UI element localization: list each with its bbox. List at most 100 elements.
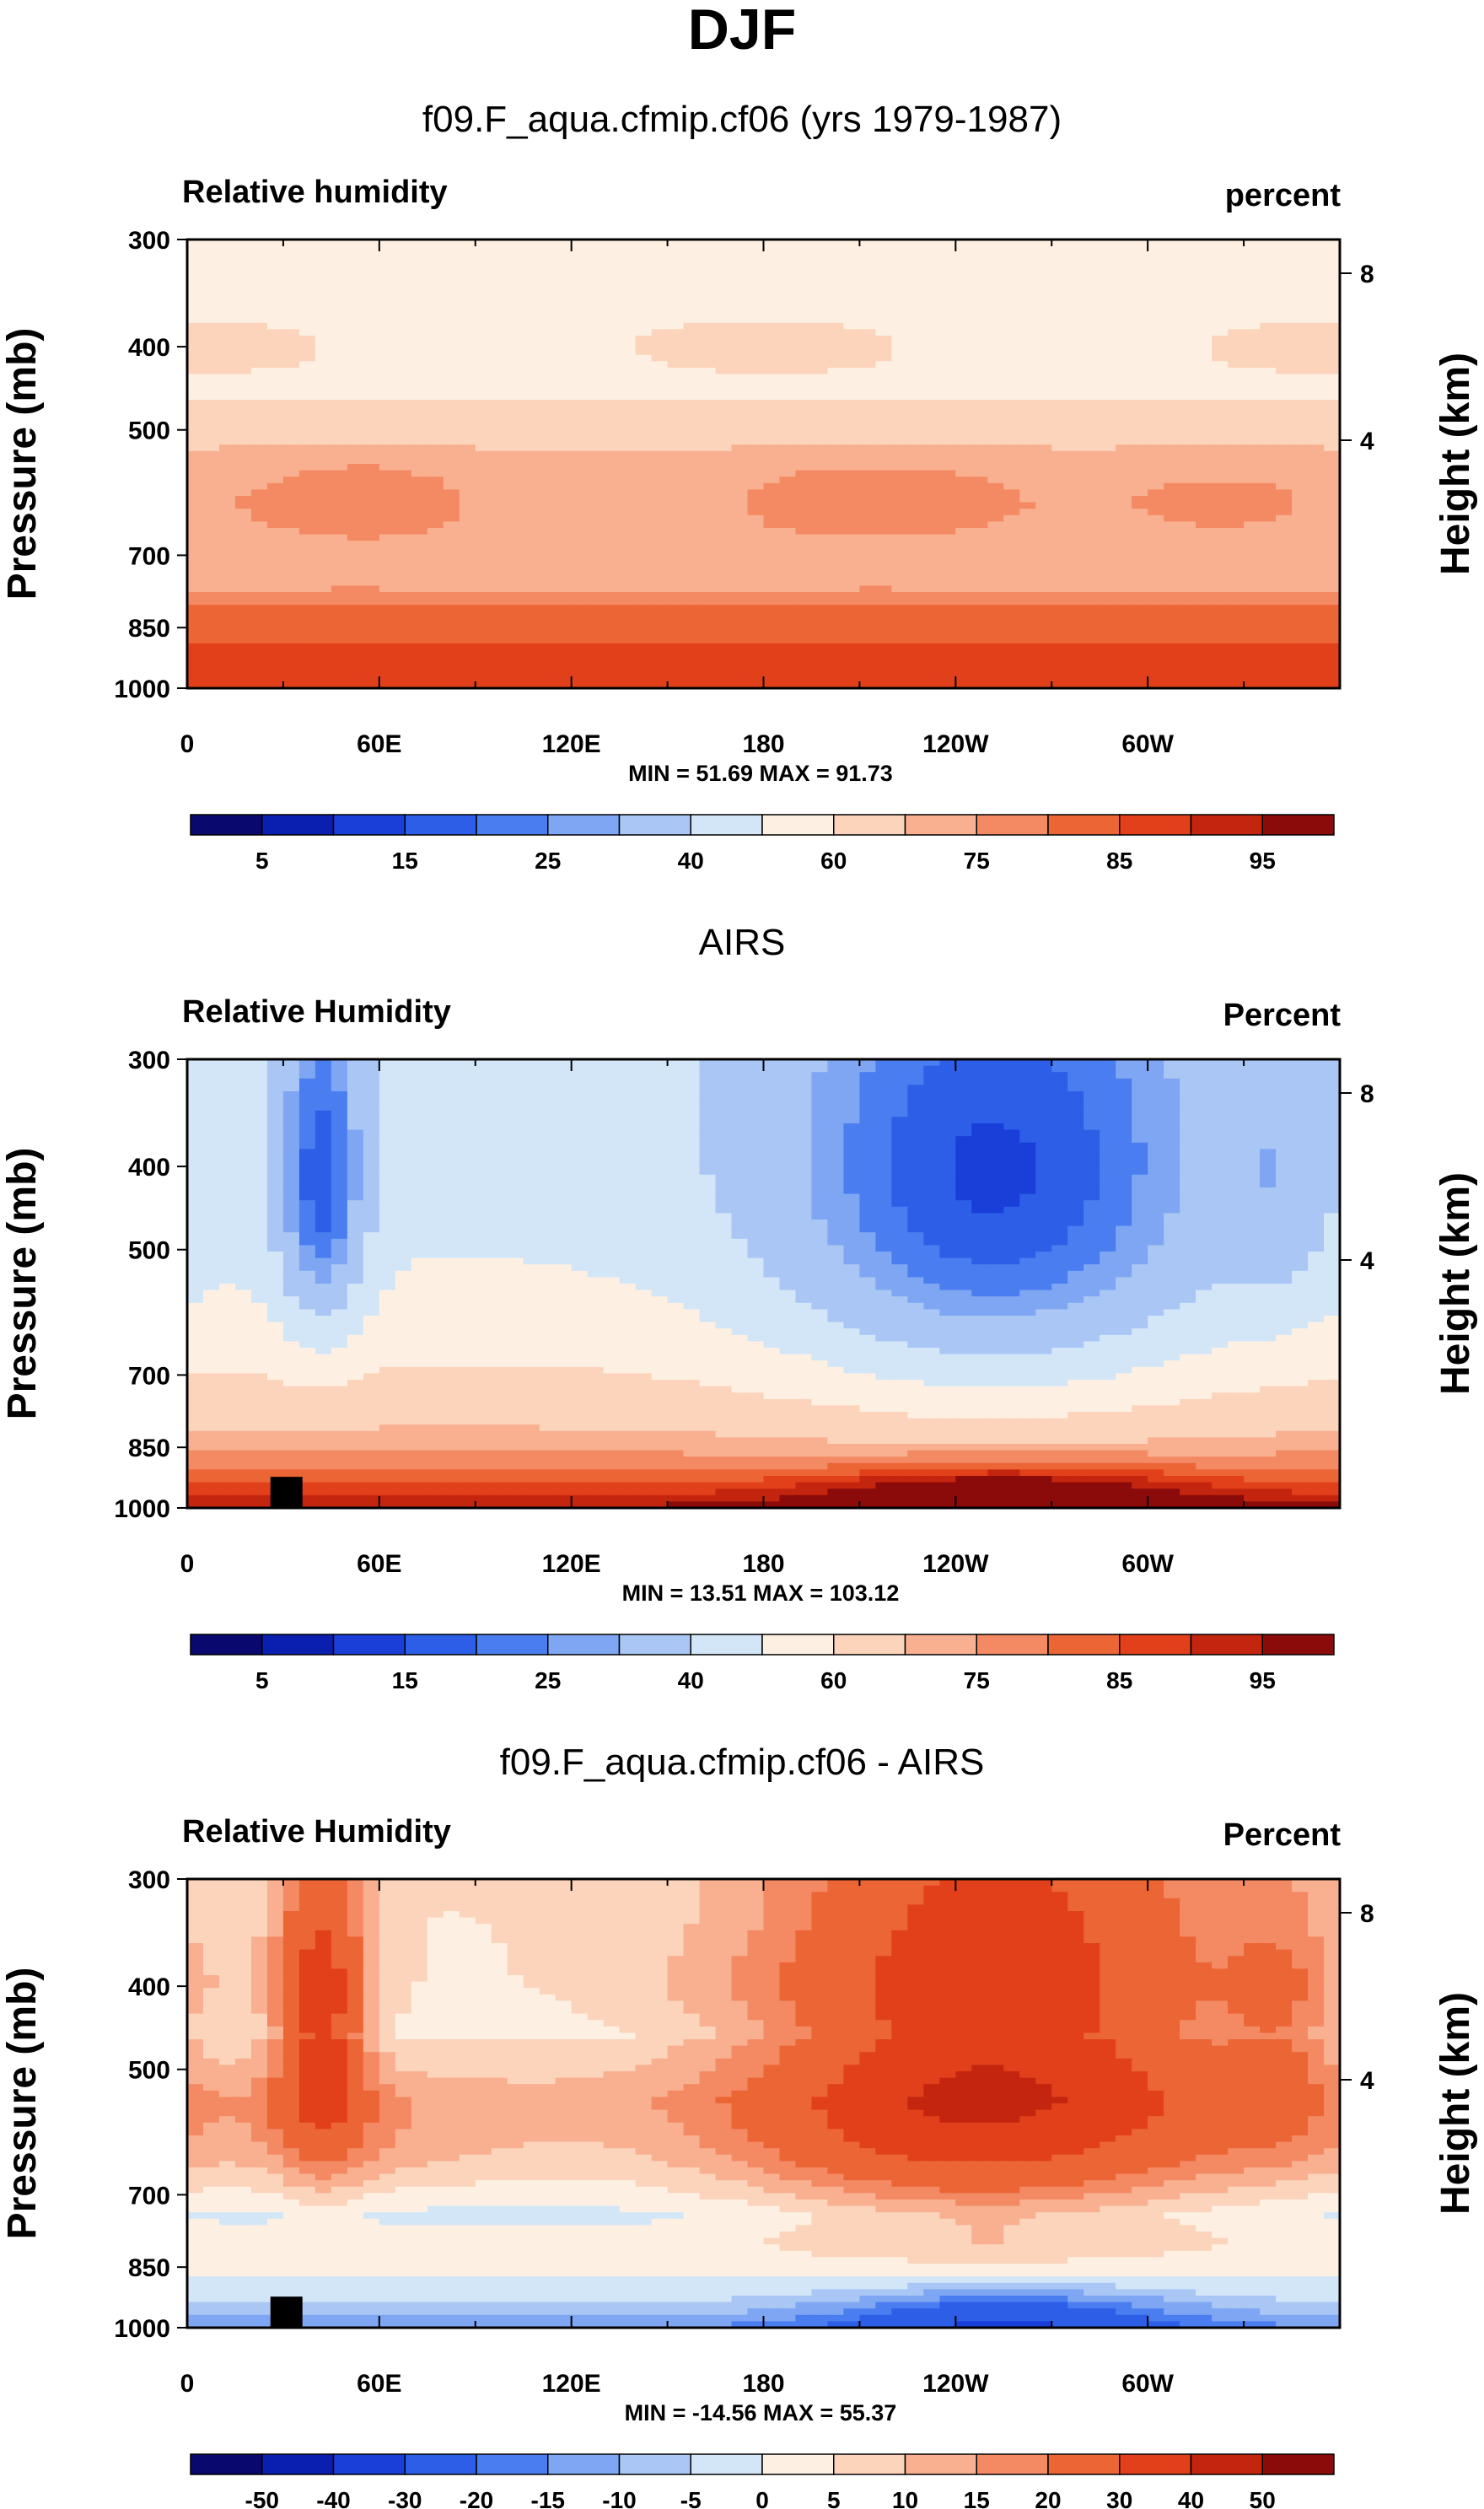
heatmap-cell xyxy=(683,534,701,541)
heatmap-cell xyxy=(1212,579,1229,586)
heatmap-cell xyxy=(827,418,845,426)
heatmap-cell xyxy=(1116,277,1132,285)
heatmap-cell xyxy=(411,521,428,529)
heatmap-cell xyxy=(1260,502,1277,509)
heatmap-cell xyxy=(715,643,733,650)
heatmap-cell xyxy=(363,514,380,522)
heatmap-cell xyxy=(427,675,444,682)
heatmap-cell xyxy=(827,316,845,324)
heatmap-cell xyxy=(331,342,348,349)
heatmap-cell xyxy=(923,579,940,586)
heatmap-cell xyxy=(202,380,220,388)
heatmap-cell xyxy=(491,514,508,522)
heatmap-cell xyxy=(923,470,940,477)
heatmap-cell xyxy=(234,502,252,509)
heatmap-cell xyxy=(1244,361,1261,369)
heatmap-cell xyxy=(411,669,428,676)
heatmap-cell xyxy=(395,348,412,356)
heatmap-cell xyxy=(507,464,524,471)
heatmap-cell xyxy=(331,496,348,503)
heatmap-cell xyxy=(891,611,908,618)
heatmap-cell xyxy=(1083,656,1100,664)
heatmap-cell xyxy=(555,560,573,568)
heatmap-cell xyxy=(187,496,204,503)
heatmap-cell xyxy=(1003,432,1020,439)
heatmap-cell xyxy=(1100,290,1116,298)
heatmap-cell xyxy=(1228,514,1245,522)
heatmap-cell xyxy=(811,566,829,573)
heatmap-cell xyxy=(1148,675,1164,682)
heatmap-cell xyxy=(298,450,316,458)
heatmap-cell xyxy=(187,329,204,337)
heatmap-cell xyxy=(747,605,765,612)
heatmap-cell xyxy=(699,354,717,362)
heatmap-cell xyxy=(603,297,621,304)
heatmap-cell xyxy=(1067,482,1084,490)
heatmap-cell xyxy=(523,425,540,433)
heatmap-cell xyxy=(619,425,637,433)
heatmap-cell xyxy=(234,649,252,657)
heatmap-cell xyxy=(603,553,621,561)
heatmap-cell xyxy=(731,489,749,497)
heatmap-cell xyxy=(1212,418,1229,426)
heatmap-cell xyxy=(1083,605,1100,612)
heatmap-cell xyxy=(1196,534,1212,541)
heatmap-cell xyxy=(795,637,813,644)
heatmap-cell xyxy=(859,361,877,369)
heatmap-cell xyxy=(218,329,236,337)
heatmap-cell xyxy=(475,400,492,407)
heatmap-cell xyxy=(987,368,1004,375)
heatmap-cell xyxy=(1051,240,1068,247)
heatmap-cell xyxy=(1196,579,1212,586)
heatmap-cell xyxy=(971,470,988,477)
heatmap-cell xyxy=(1180,322,1196,330)
heatmap-cell xyxy=(939,579,956,586)
heatmap-cell xyxy=(859,444,877,452)
heatmap-cell xyxy=(683,585,701,593)
heatmap-cell xyxy=(907,649,924,657)
heatmap-cell xyxy=(843,290,861,298)
heatmap-cell xyxy=(363,368,380,375)
heatmap-cell xyxy=(443,336,460,343)
heatmap-cell xyxy=(891,630,908,638)
heatmap-cell xyxy=(347,585,364,593)
heatmap-cell xyxy=(795,579,813,586)
heatmap-cell xyxy=(731,566,749,573)
heatmap-cell xyxy=(331,521,348,529)
heatmap-cell xyxy=(1148,489,1164,497)
heatmap-cell xyxy=(1308,450,1325,458)
heatmap-cell xyxy=(234,380,252,388)
heatmap-cell xyxy=(411,482,428,490)
heatmap-cell xyxy=(587,541,605,548)
heatmap-cell xyxy=(218,393,236,401)
heatmap-cell xyxy=(1035,464,1052,471)
heatmap-cell xyxy=(427,304,444,311)
heatmap-cell xyxy=(667,611,685,618)
heatmap-cell xyxy=(539,348,556,356)
heatmap-cell xyxy=(603,592,621,600)
heatmap-cell xyxy=(411,336,428,343)
heatmap-cell xyxy=(731,336,749,343)
heatmap-cell xyxy=(555,521,573,529)
heatmap-cell xyxy=(1228,342,1245,349)
heatmap-cell xyxy=(298,573,316,580)
heatmap-cell xyxy=(939,521,956,529)
heatmap-cell xyxy=(843,240,861,247)
heatmap-cell xyxy=(282,438,300,445)
heatmap-cell xyxy=(651,393,669,401)
heatmap-cell xyxy=(731,438,749,445)
heatmap-cell xyxy=(683,509,701,516)
heatmap-cell xyxy=(315,528,332,536)
heatmap-cell xyxy=(411,681,428,689)
heatmap-cell xyxy=(843,418,861,426)
heatmap-cell xyxy=(234,546,252,554)
heatmap-cell xyxy=(603,444,621,452)
heatmap-cell xyxy=(603,284,621,292)
heatmap-cell xyxy=(187,681,204,689)
heatmap-cell xyxy=(282,546,300,554)
heatmap-cell xyxy=(923,361,940,369)
heatmap-cell xyxy=(1196,496,1212,503)
heatmap-cell xyxy=(523,361,540,369)
heatmap-cell xyxy=(571,675,589,682)
heatmap-cell xyxy=(187,277,204,285)
